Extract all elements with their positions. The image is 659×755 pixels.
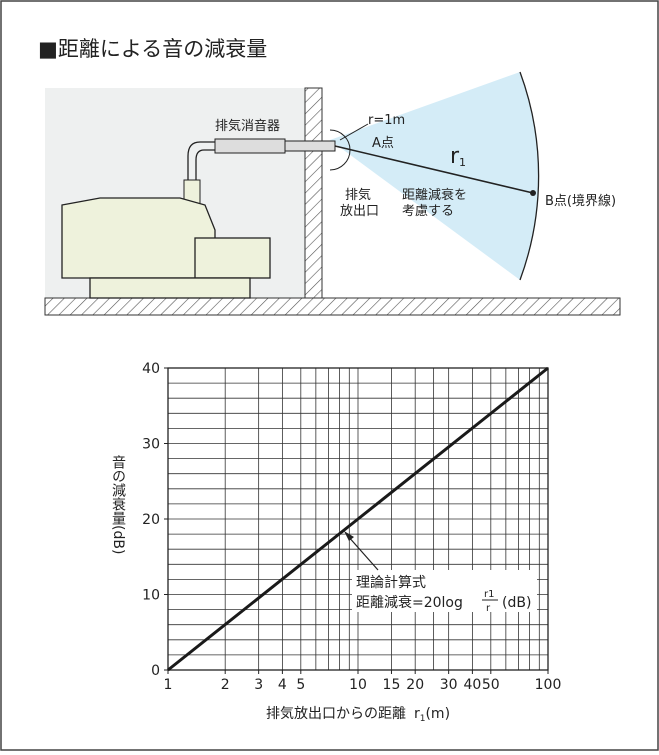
x-tick-label: 30 (440, 677, 458, 693)
wall (304, 87, 323, 316)
x-tick-label: 15 (383, 677, 401, 693)
boundary-arc (519, 71, 540, 281)
x-tick-label: 1 (164, 677, 173, 693)
x-tick-label: 2 (221, 677, 230, 693)
x-label-unit: (m) (425, 706, 450, 722)
outlet-1: 排気 (345, 187, 371, 203)
y-tick-label: 20 (142, 512, 160, 528)
formula-unit: (dB) (502, 595, 531, 611)
generator (194, 237, 271, 279)
base (89, 277, 251, 299)
title: ■距離による音の減衰量 (38, 37, 267, 61)
r1-symbol: r (450, 144, 460, 169)
outlet-2: 放出口 (340, 204, 379, 219)
y-tick-label: 40 (142, 361, 160, 377)
y-tick-label: 0 (151, 663, 160, 679)
sound-area (330, 72, 539, 280)
b-label: B点(境界線) (545, 193, 616, 209)
r1-label: r1 (450, 144, 466, 169)
exhaust-pipe (284, 140, 336, 152)
formula-prefix: 距離減衰=20log (356, 594, 463, 611)
formula-den: r (486, 603, 491, 614)
annotation-arrow (346, 534, 379, 571)
x-tick-label: 20 (406, 677, 424, 693)
engine (61, 197, 216, 279)
x-tick-label: 40 (463, 677, 481, 693)
x-label-symbol: r (414, 706, 420, 722)
chart: 1 2 3 4 5 10 15 20 30 40 50 100010203040音の減衰量(dB)排気… (110, 361, 561, 724)
x-tick-label: 50 (482, 677, 500, 693)
r1-line (334, 145, 534, 194)
r1-sub: 1 (459, 156, 466, 169)
radius-line (339, 123, 369, 141)
x-tick-label: 4 (278, 677, 287, 693)
floor (44, 297, 621, 316)
muffler (214, 138, 286, 154)
radius-label: r=1m (368, 113, 405, 128)
y-tick-label: 10 (142, 588, 160, 604)
x-tick-label: 100 (535, 677, 562, 693)
x-axis-label: 排気放出口からの距離 r1(m) (266, 705, 450, 724)
y-tick-label: 30 (142, 437, 160, 453)
muffler-label: 排気消音器 (215, 118, 280, 134)
y-axis-label: 音の減衰量(dB) (110, 454, 126, 554)
x-tick-label: 3 (254, 677, 263, 693)
x-tick-label: 5 (296, 677, 305, 693)
x-label-sub: 1 (420, 714, 426, 724)
formula-num: r1 (484, 589, 494, 600)
formula: 距離減衰=20log (356, 594, 463, 611)
diagram: 排気消音器 r=1m A点 r1 排気 放出口 距離減衰を 考慮する B点(境界… (44, 71, 621, 316)
consider-1: 距離減衰を (402, 187, 467, 203)
annotation: 理論計算式 (356, 575, 426, 591)
x-tick-label: 10 (349, 677, 367, 693)
line (167, 366, 549, 672)
annotation-bg (352, 570, 537, 612)
x-label-text: 排気放出口からの距離 (266, 705, 406, 722)
point-b (530, 190, 536, 196)
arrow-head (344, 531, 354, 541)
a-label: A点 (372, 136, 394, 151)
consider-2: 考慮する (402, 204, 454, 219)
